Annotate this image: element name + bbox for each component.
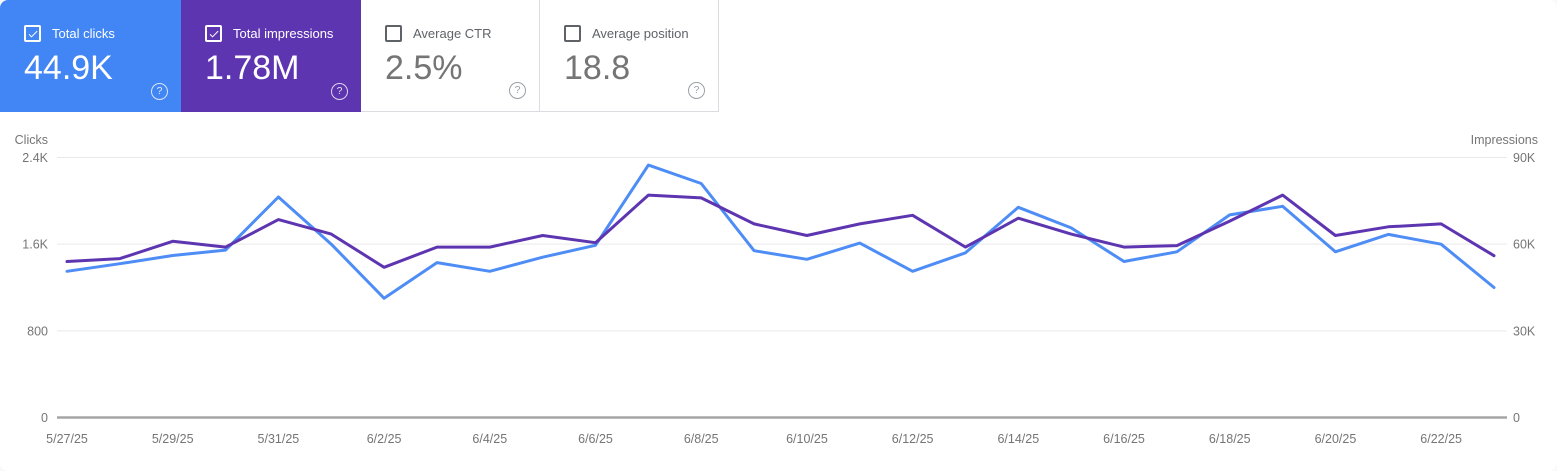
x-axis-date-label: 6/16/25 [1103, 432, 1145, 446]
card-header: Average CTR [385, 25, 539, 42]
card-label: Total clicks [52, 26, 115, 41]
right-axis-tick-label: 60K [1513, 238, 1536, 252]
metric-card-total-impressions[interactable]: Total impressions 1.78M ? [181, 0, 361, 112]
impressions-line [65, 193, 1496, 269]
card-label: Total impressions [233, 26, 334, 41]
card-label: Average CTR [413, 26, 492, 41]
x-axis-date-label: 6/6/25 [578, 432, 613, 446]
left-axis-tick-label: 800 [27, 324, 48, 338]
check-icon [209, 30, 218, 37]
average-position-value: 18.8 [564, 49, 631, 87]
card-label: Average position [592, 26, 689, 41]
x-axis-date-label: 5/29/25 [152, 432, 194, 446]
metric-card-total-clicks[interactable]: Total clicks 44.9K ? [0, 0, 181, 112]
metric-card-average-position[interactable]: Average position 18.8 ? [540, 0, 719, 112]
right-axis-tick-label: 90K [1513, 151, 1536, 165]
x-axis-date-label: 6/14/25 [997, 432, 1039, 446]
metric-card-average-ctr[interactable]: Average CTR 2.5% ? [361, 0, 540, 112]
left-axis-title: Clicks [15, 133, 48, 147]
x-axis-date-label: 6/10/25 [786, 432, 828, 446]
average-ctr-checkbox[interactable] [385, 25, 402, 42]
help-icon[interactable]: ? [151, 83, 168, 100]
left-axis-tick-label: 2.4K [22, 151, 48, 165]
left-axis-tick-label: 0 [41, 411, 48, 425]
x-axis-date-label: 5/27/25 [46, 432, 88, 446]
help-icon[interactable]: ? [331, 83, 348, 100]
average-ctr-value: 2.5% [385, 49, 463, 87]
x-axis-date-label: 6/20/25 [1315, 432, 1357, 446]
right-axis-title: Impressions [1471, 133, 1538, 147]
help-icon[interactable]: ? [509, 82, 526, 99]
right-axis-tick-label: 0 [1513, 411, 1520, 425]
total-impressions-value: 1.78M [205, 49, 300, 87]
total-clicks-value: 44.9K [24, 49, 113, 87]
total-clicks-checkbox[interactable] [24, 25, 41, 42]
x-axis-date-label: 6/2/25 [367, 432, 402, 446]
x-axis-date-label: 6/8/25 [684, 432, 719, 446]
help-icon[interactable]: ? [688, 82, 705, 99]
card-header: Total clicks [24, 25, 181, 42]
check-icon [28, 30, 37, 37]
left-axis-tick-label: 1.6K [22, 238, 48, 252]
x-axis-date-label: 6/4/25 [472, 432, 507, 446]
card-header: Average position [564, 25, 718, 42]
average-position-checkbox[interactable] [564, 25, 581, 42]
x-axis-date-label: 6/22/25 [1420, 432, 1462, 446]
right-axis-tick-label: 30K [1513, 324, 1536, 338]
total-impressions-checkbox[interactable] [205, 25, 222, 42]
clicks-line [65, 163, 1496, 300]
x-axis-date-label: 6/12/25 [892, 432, 934, 446]
x-axis-date-label: 5/31/25 [258, 432, 300, 446]
x-axis-date-label: 6/18/25 [1209, 432, 1251, 446]
metric-cards-row: Total clicks 44.9K ? Total impressions 1… [0, 0, 719, 112]
card-header: Total impressions [205, 25, 361, 42]
